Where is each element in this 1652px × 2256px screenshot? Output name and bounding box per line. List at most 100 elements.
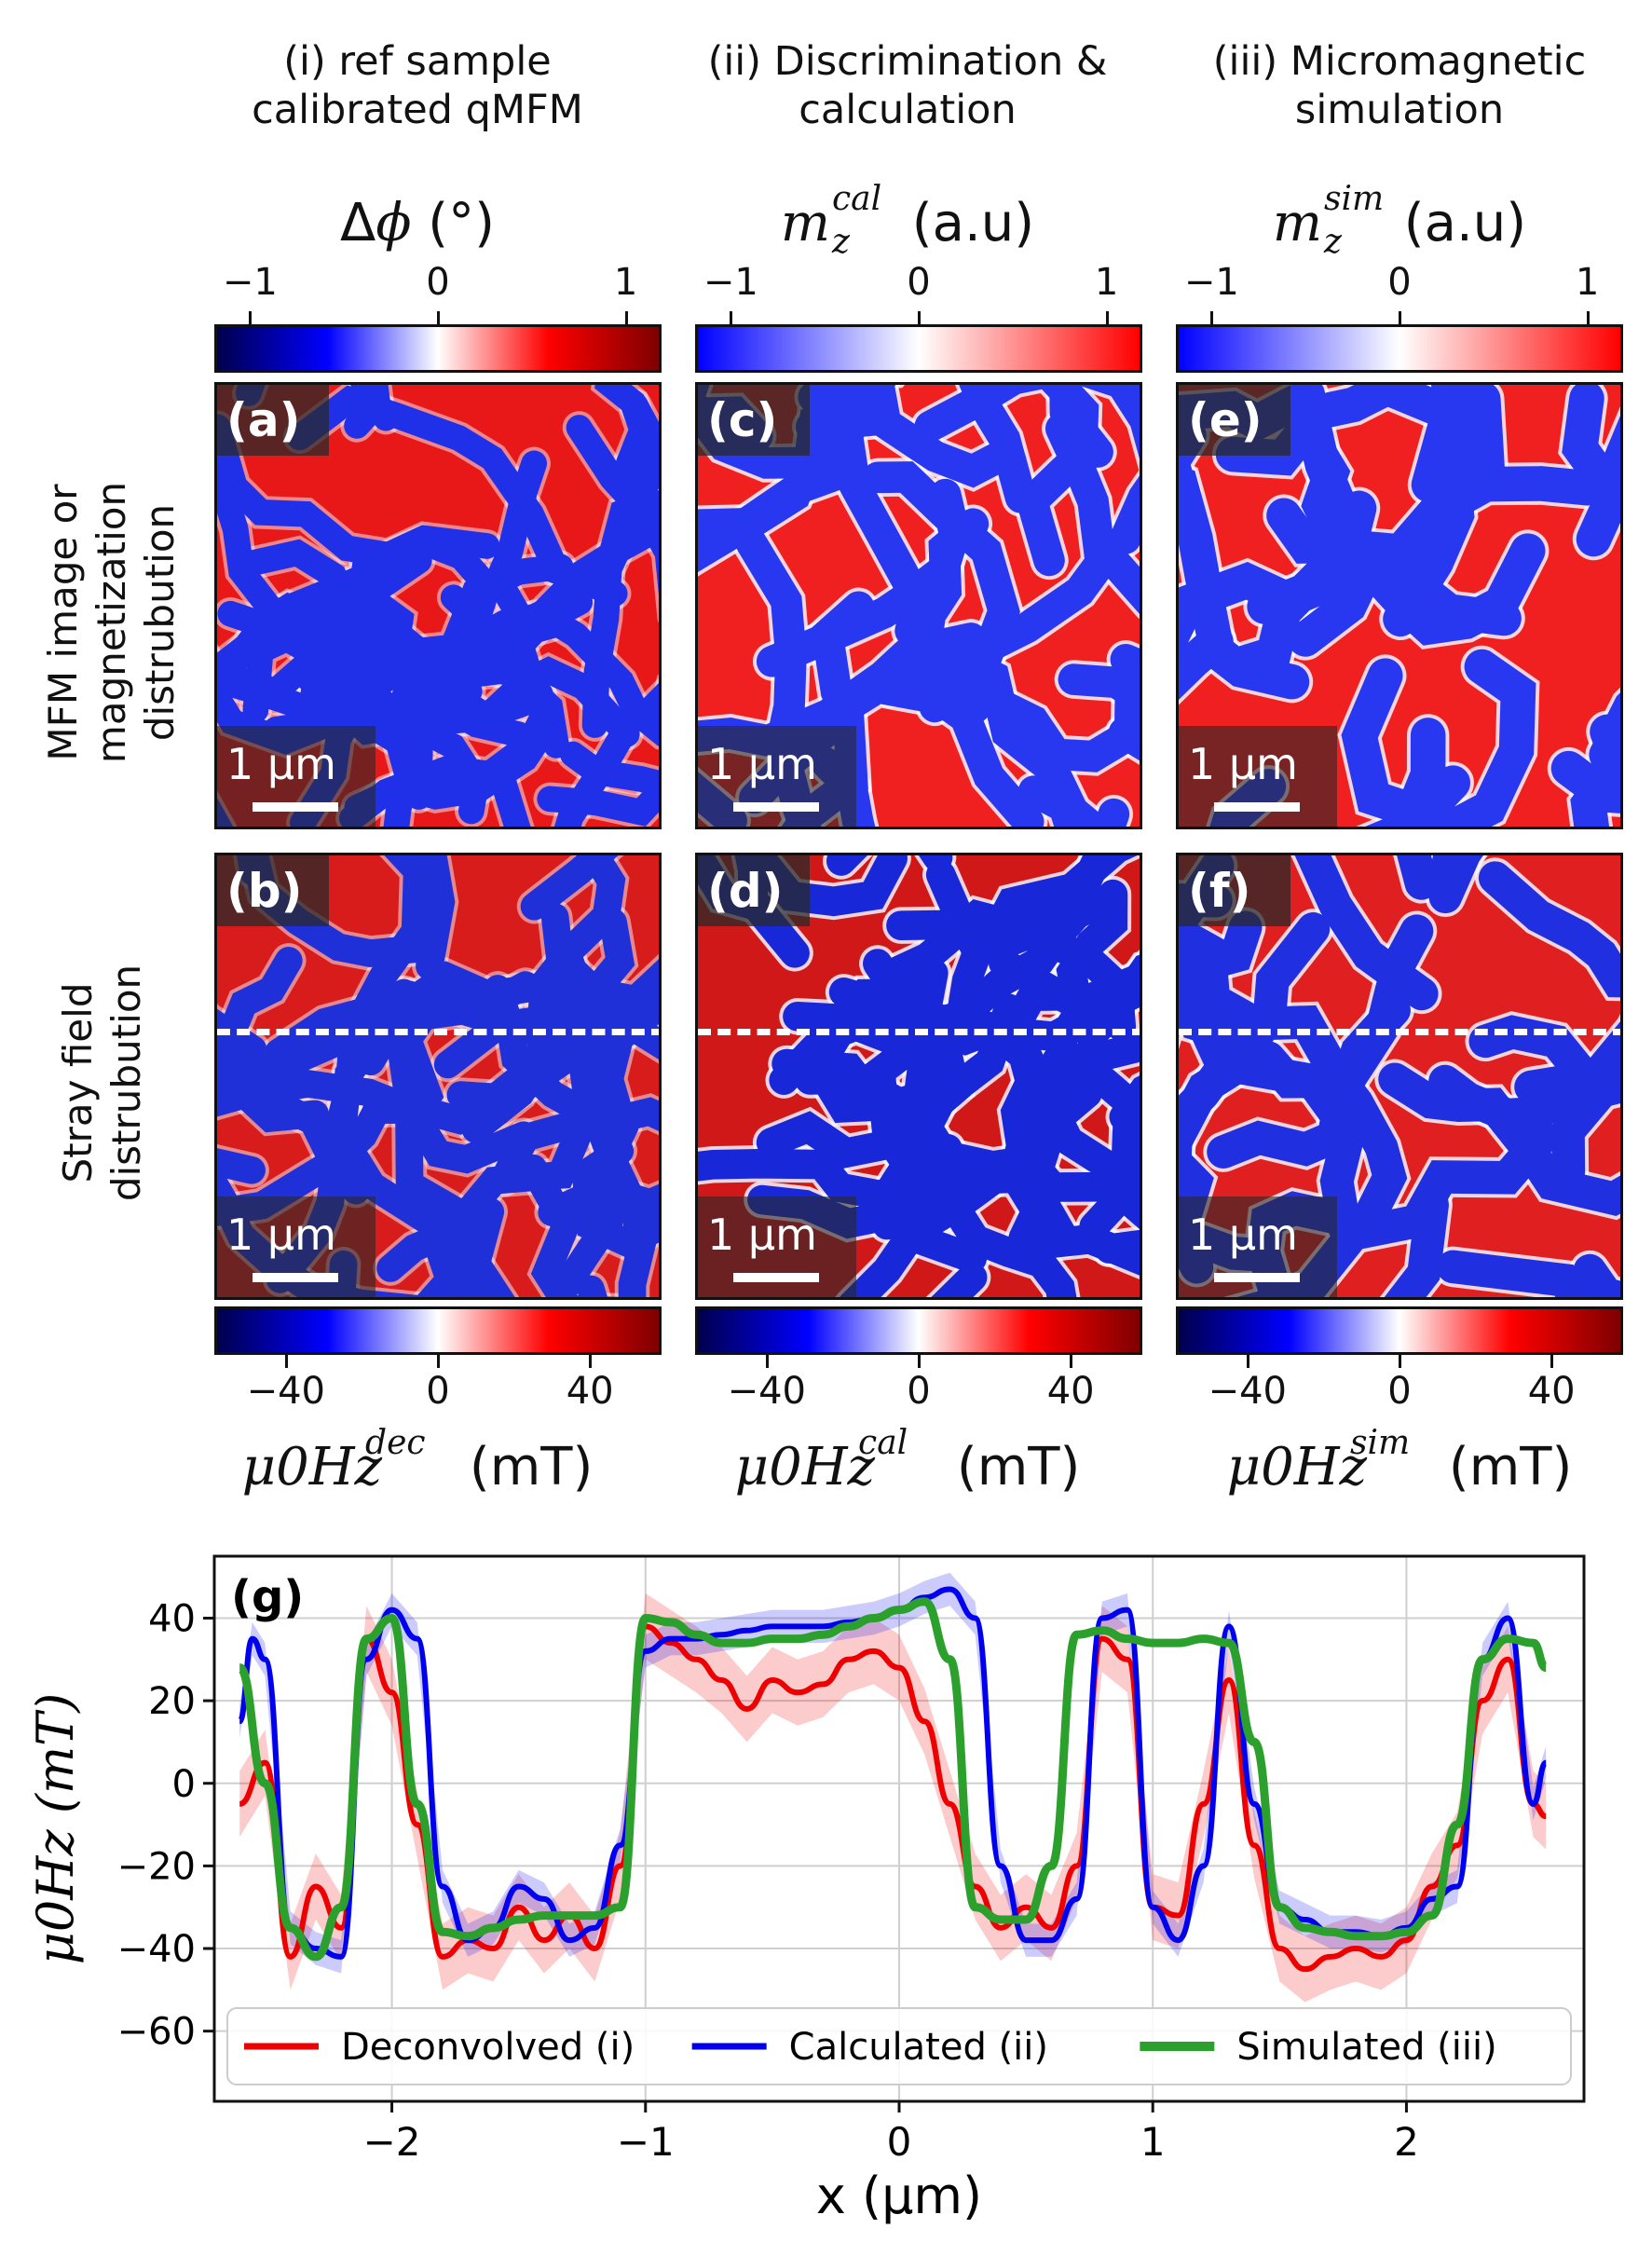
colorbar-tick-label: −1 (222, 261, 278, 304)
domain-stripe (1514, 1021, 1620, 1104)
y-axis-label: μ0Hz (mT) (26, 1693, 85, 1965)
domain-stripe (935, 638, 1114, 827)
domain-stripe (538, 1173, 659, 1226)
image-panel: (d) 1 μm (695, 853, 1142, 1300)
colorbar-tick-label: −40 (727, 1370, 806, 1413)
colorbar-tick-label: 1 (613, 261, 638, 304)
image-panel: (b) 1 μm (214, 853, 662, 1300)
colorbar-tick (1399, 1355, 1401, 1368)
x-tick-label: −1 (617, 2119, 675, 2165)
colorbar-tick (1399, 311, 1401, 324)
colorbar-tick (1246, 1355, 1249, 1368)
y-tick-label: 20 (148, 1680, 196, 1723)
colorbar-tick (284, 1355, 288, 1368)
scale-bar-text: 1 μm (1188, 739, 1298, 789)
domain-stripe (1079, 1169, 1140, 1241)
domain-stripe (1228, 408, 1367, 680)
domain-stripe (1077, 385, 1140, 554)
scale-bar-box: 1 μm (217, 726, 375, 827)
legend-box (226, 2007, 1572, 2085)
scale-bar (733, 802, 819, 812)
image-panel: (a) 1 μm (214, 382, 662, 829)
y-tick-label: 40 (148, 1597, 196, 1640)
colorbar-tick-label: −1 (1183, 261, 1239, 304)
colorbar-tick-label: −40 (1208, 1370, 1287, 1413)
domain-stripe (461, 855, 626, 1143)
image-panel: (f) 1 μm (1176, 853, 1623, 1300)
domain-stripe (1179, 855, 1368, 1246)
scale-bar-text: 1 μm (707, 1210, 817, 1260)
bottom-colorbar-i (214, 1306, 662, 1355)
domain-stripe (571, 1137, 659, 1260)
domain-stripe (830, 978, 1064, 1253)
domain-stripe (1247, 533, 1546, 646)
domain-stripe (345, 527, 503, 704)
domain-stripe (537, 774, 659, 827)
bottom-colorbar-iii (1176, 1306, 1623, 1355)
panel-label-g: (g) (231, 1571, 304, 1623)
domain-stripe (286, 385, 628, 607)
domain-stripe (1179, 916, 1408, 1236)
domain-stripe (1573, 1253, 1620, 1297)
legend-label: Simulated (iii) (1236, 2026, 1496, 2069)
image-panel: (e) 1 μm (1176, 382, 1623, 829)
colorbar-tick (1210, 311, 1214, 324)
column-title-ii: (ii) Discrimination & calculation (707, 38, 1108, 133)
x-tick-label: 2 (1394, 2119, 1419, 2165)
domain-stripe (520, 855, 619, 921)
panel-label: (b) (217, 855, 329, 926)
colorbar-tick (624, 311, 628, 324)
domain-stripe (416, 855, 456, 980)
y-tick-label: −60 (117, 2011, 196, 2054)
top-colorbar-label-ii: m cal z (a.u) (780, 180, 1035, 261)
column-title-i: (i) ref sample calibrated qMFM (252, 38, 583, 133)
domain-stripe (327, 1032, 466, 1297)
colorbar-tick (918, 1355, 921, 1368)
colorbar-tick (1070, 1355, 1073, 1368)
x-tick-label: 1 (1140, 2119, 1166, 2165)
colorbar-tick (730, 311, 733, 324)
domain-stripe (1550, 750, 1620, 814)
panel-label: (f) (1179, 855, 1290, 926)
y-tick-label: −40 (117, 1928, 196, 1971)
domain-stripe (1411, 385, 1478, 503)
top-colorbar-i (214, 324, 662, 373)
colorbar-tick-label: 1 (1575, 261, 1600, 304)
colorbar-tick-label: 0 (907, 261, 931, 304)
panel-label: (c) (698, 385, 810, 456)
colorbar-tick-label: 0 (426, 261, 450, 304)
domain-stripe (1266, 462, 1620, 570)
domain-stripe (975, 855, 1138, 959)
colorbar-tick-label: 0 (1387, 1370, 1412, 1413)
row-label-stray-field: Stray field distrubution (55, 964, 149, 1202)
domain-pattern (217, 385, 659, 827)
domain-stripe (1436, 1250, 1596, 1297)
series-line (237, 1597, 1549, 1962)
colorbar-tick-label: −40 (246, 1370, 325, 1413)
top-colorbar-iii (1176, 324, 1623, 373)
image-panel: (c) 1 μm (695, 382, 1142, 829)
line-chart-g: −2 −1 0 1 2 −60 −40 −20 0 20 40 x (μm) μ0Hz (mT) (g) D… (26, 1554, 1586, 2225)
colorbar-tick (1105, 311, 1109, 324)
colorbar-tick (1586, 311, 1590, 324)
domain-stripe (698, 1149, 952, 1219)
x-tick-label: −2 (363, 2119, 421, 2165)
domain-stripe (217, 560, 385, 686)
domain-stripe (503, 1003, 659, 1060)
top-colorbar-label-iii: m sim z (a.u) (1272, 180, 1527, 261)
domain-stripe (1341, 649, 1536, 827)
domain-stripe (971, 413, 1117, 663)
domain-stripe (376, 1099, 601, 1282)
scale-bar-box: 1 μm (698, 1196, 856, 1297)
colorbar-tick (437, 1355, 440, 1368)
colorbar-tick-label: 40 (566, 1370, 614, 1413)
domain-stripe (217, 1032, 330, 1133)
domain-stripe (1389, 718, 1446, 827)
domain-stripe (242, 623, 549, 731)
colorbar-tick-label: 1 (1094, 261, 1119, 304)
colorbar-tick (765, 1355, 769, 1368)
colorbar-tick-label: −1 (703, 261, 758, 304)
domain-stripe (1378, 1062, 1620, 1217)
domain-stripe (573, 1097, 659, 1141)
legend-label: Deconvolved (i) (341, 2026, 635, 2069)
